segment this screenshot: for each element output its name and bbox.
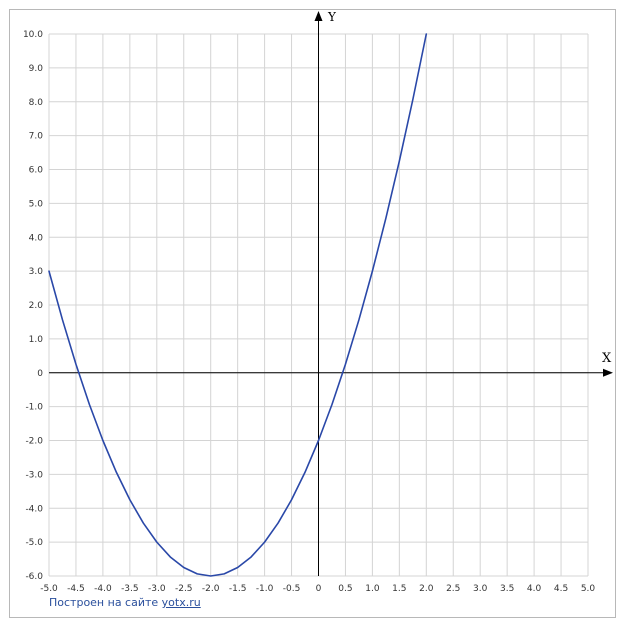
x-tick-label: 2.0: [419, 584, 434, 594]
y-tick-label: 2.0: [29, 301, 44, 311]
y-tick-label: 10.0: [23, 30, 43, 40]
x-tick-label: 3.5: [500, 584, 514, 594]
x-tick-label: -1.0: [256, 584, 274, 594]
x-tick-label: 0: [316, 584, 322, 594]
x-axis-label: X: [602, 351, 612, 366]
footer-credit: Построен на сайте yotx.ru: [49, 596, 201, 609]
y-axis-label: Y: [327, 10, 337, 24]
x-tick-label: 0.5: [338, 584, 352, 594]
site-link[interactable]: yotx.ru: [161, 596, 201, 609]
y-tick-label: -2.0: [25, 437, 43, 447]
x-tick-label: 4.0: [527, 584, 542, 594]
x-tick-label: -4.5: [67, 584, 85, 594]
x-tick-label: 1.5: [392, 584, 406, 594]
y-tick-label: -6.0: [25, 572, 43, 582]
axes: [49, 11, 613, 576]
y-axis-arrow-icon: [314, 11, 323, 21]
x-tick-label: 1.0: [365, 584, 380, 594]
y-tick-label: 3.0: [29, 267, 44, 277]
y-tick-label: 5.0: [29, 199, 44, 209]
y-tick-label: 6.0: [29, 166, 44, 176]
y-tick-label: 1.0: [29, 335, 44, 345]
x-tick-label: -5.0: [40, 584, 58, 594]
y-tick-label: 7.0: [29, 132, 44, 142]
x-tick-label: -4.0: [94, 584, 112, 594]
x-tick-label: -2.0: [202, 584, 220, 594]
y-tick-label: -1.0: [25, 403, 43, 413]
y-tick-label: -4.0: [25, 504, 43, 514]
x-tick-label: 5.0: [581, 584, 596, 594]
footer-text: Построен на сайте: [49, 596, 162, 609]
x-tick-label: 2.5: [446, 584, 460, 594]
y-tick-label: 4.0: [29, 233, 44, 243]
series-line: [48, 33, 428, 577]
series-layer: [48, 33, 428, 577]
tick-labels: -5.0 -4.5 -4.0 -3.5 -3.0 -2.5 -2.0 -1.5 -1.0 -0.5…: [23, 30, 595, 594]
y-tick-label: -3.0: [25, 470, 43, 480]
x-tick-label: 3.0: [473, 584, 488, 594]
x-tick-label: -3.5: [121, 584, 139, 594]
y-tick-label: 9.0: [29, 64, 44, 74]
x-axis-arrow-icon: [603, 368, 613, 377]
y-tick-label: 0: [37, 369, 43, 379]
x-tick-label: -0.5: [283, 584, 301, 594]
chart-frame: [9, 9, 616, 618]
x-tick-label: -2.5: [175, 584, 193, 594]
y-tick-label: -5.0: [25, 538, 43, 548]
x-tick-label: -3.0: [148, 584, 166, 594]
x-tick-label: -1.5: [229, 584, 247, 594]
y-tick-label: 8.0: [29, 98, 44, 108]
x-tick-label: 4.5: [554, 584, 568, 594]
